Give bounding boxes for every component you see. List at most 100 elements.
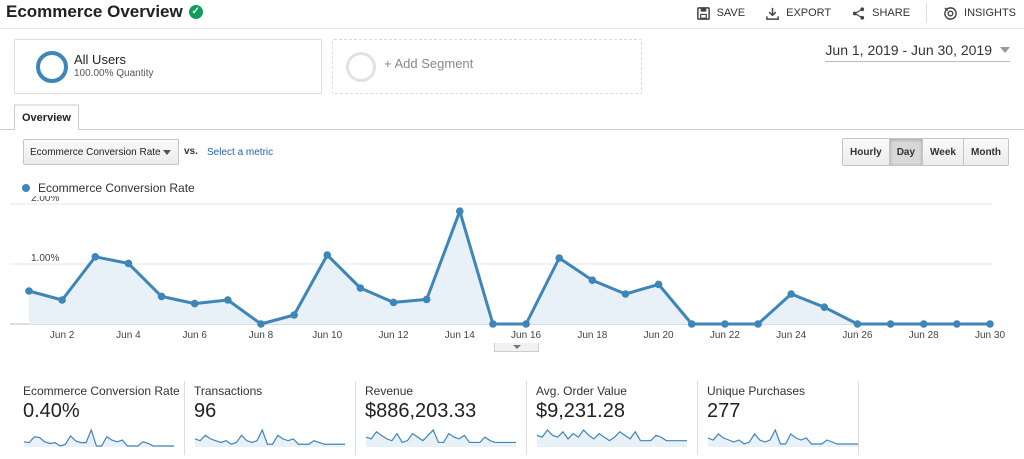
export-icon xyxy=(766,7,779,20)
metric-value: $9,231.28 xyxy=(536,400,625,422)
series-area xyxy=(29,211,990,324)
data-point xyxy=(621,290,630,298)
sparkline xyxy=(537,429,687,447)
metric-card-unique-purchases[interactable]: Unique Purchases 277 xyxy=(698,381,859,455)
data-point xyxy=(754,320,762,328)
sparkline-area xyxy=(195,430,345,447)
empty-segment-ring-icon xyxy=(346,52,376,82)
week-button[interactable]: Week xyxy=(922,139,963,165)
conversion-rate-chart: 2.00% 1.00% Jun 2 Jun 4 Jun 6 Jun 8 Jun 10 Jun … xyxy=(10,196,1005,341)
data-point xyxy=(588,276,597,284)
metric-card-revenue[interactable]: Revenue $886,203.33 xyxy=(356,381,527,455)
data-point xyxy=(25,287,33,295)
export-button[interactable]: EXPORT xyxy=(765,6,831,21)
legend-label: Ecommerce Conversion Rate xyxy=(38,181,195,195)
legend-dot-icon xyxy=(22,184,30,192)
select-metric-link[interactable]: Select a metric xyxy=(207,147,274,158)
header-divider xyxy=(0,28,1024,29)
sparkline-line xyxy=(195,428,345,445)
metric-value: 0.40% xyxy=(23,400,80,422)
data-point xyxy=(953,320,961,328)
data-point xyxy=(886,320,895,328)
header-actions: SAVE EXPORT SHARE INSIGHTS xyxy=(676,3,1016,23)
x-tick-label: Jun 16 xyxy=(511,330,541,341)
chevron-down-icon xyxy=(1000,47,1010,53)
segment-all-users[interactable]: All Users 100.00% Quantity xyxy=(14,39,322,94)
x-tick-label: Jun 30 xyxy=(975,330,1005,341)
metric-label: Unique Purchases xyxy=(707,384,806,398)
chart-legend: Ecommerce Conversion Rate xyxy=(22,181,195,195)
sparkline-line xyxy=(24,428,174,447)
data-point xyxy=(157,292,166,301)
save-button[interactable]: SAVE xyxy=(696,6,745,21)
x-tick-label: Jun 22 xyxy=(710,330,740,341)
sparkline-area xyxy=(537,430,687,447)
y-tick-label: 1.00% xyxy=(31,253,59,264)
x-tick-label: Jun 24 xyxy=(776,330,806,341)
granularity-toggle: Hourly Day Week Month xyxy=(842,138,1009,166)
metric-card-avg-order-value[interactable]: Avg. Order Value $9,231.28 xyxy=(527,381,698,455)
metric-card-conversion-rate[interactable]: Ecommerce Conversion Rate 0.40% xyxy=(14,381,185,455)
metric-card-transactions[interactable]: Transactions 96 xyxy=(185,381,356,455)
sparkline-line xyxy=(537,429,687,442)
data-point xyxy=(721,320,729,328)
chart-collapse-handle[interactable] xyxy=(494,343,539,352)
data-point xyxy=(787,290,795,298)
metric-label: Avg. Order Value xyxy=(536,384,627,398)
data-point xyxy=(986,320,994,328)
insights-button[interactable]: INSIGHTS xyxy=(943,6,1016,21)
insights-icon xyxy=(944,6,957,20)
sparkline xyxy=(366,428,516,447)
data-point xyxy=(58,296,66,304)
tab-overview[interactable]: Overview xyxy=(14,104,79,130)
metric-label: Transactions xyxy=(194,384,263,398)
x-tick-label: Jun 28 xyxy=(909,330,939,341)
data-point xyxy=(853,320,862,328)
dropdown-arrow-icon xyxy=(163,150,171,155)
series-line xyxy=(28,209,990,326)
data-point xyxy=(555,254,564,262)
x-tick-label: Jun 14 xyxy=(445,330,475,341)
add-segment-button[interactable]: + Add Segment xyxy=(332,39,642,94)
data-point xyxy=(91,253,100,261)
data-point xyxy=(820,303,829,311)
sparkline xyxy=(708,428,858,447)
data-point xyxy=(489,320,497,328)
metric-dropdown-value: Ecommerce Conversion Rate xyxy=(30,146,161,158)
day-button[interactable]: Day xyxy=(888,139,923,165)
data-point xyxy=(124,259,133,268)
metric-dropdown[interactable]: Ecommerce Conversion Rate xyxy=(23,139,179,165)
y-tick-label: 2.00% xyxy=(31,196,59,204)
metric-label: Revenue xyxy=(365,384,414,398)
data-point xyxy=(654,280,663,289)
x-tick-label: Jun 18 xyxy=(577,330,607,341)
date-range-picker[interactable]: Jun 1, 2019 - Jun 30, 2019 xyxy=(825,42,1010,62)
x-tick-label: Jun 12 xyxy=(379,330,409,341)
segment-name: All Users xyxy=(74,52,127,67)
data-point xyxy=(455,207,464,215)
sparkline xyxy=(195,428,345,447)
metric-value: 96 xyxy=(194,400,217,422)
sparkline-area xyxy=(24,430,174,447)
sparkline-line xyxy=(708,428,858,445)
x-tick-label: Jun 4 xyxy=(116,330,141,341)
data-point xyxy=(389,298,398,307)
sparkline-area xyxy=(708,430,858,447)
data-point xyxy=(290,311,298,319)
data-point xyxy=(687,320,696,328)
x-tick-label: Jun 6 xyxy=(182,330,207,341)
data-point xyxy=(323,251,332,259)
verified-check-icon: ✓ xyxy=(188,5,203,19)
tab-divider xyxy=(0,129,1024,130)
tab-overview-label: Overview xyxy=(22,112,71,124)
share-button[interactable]: SHARE xyxy=(851,6,910,21)
month-button[interactable]: Month xyxy=(963,139,1008,165)
segment-color-ring-icon xyxy=(36,51,68,83)
sparkline-line xyxy=(366,428,516,444)
actions-divider xyxy=(926,3,928,23)
export-label: EXPORT xyxy=(786,7,832,19)
data-point xyxy=(919,320,928,328)
date-range-text: Jun 1, 2019 - Jun 30, 2019 xyxy=(825,42,992,58)
metric-value: 277 xyxy=(707,400,741,422)
hourly-button[interactable]: Hourly xyxy=(843,139,889,165)
